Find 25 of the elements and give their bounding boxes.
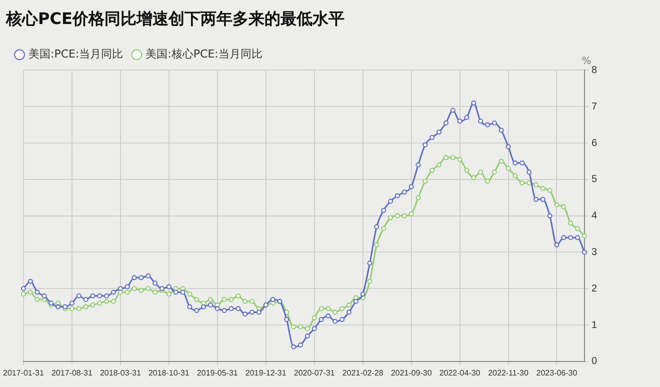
- legend-label: 美国:核心PCE:当月同比: [146, 48, 262, 61]
- y-tick-label: 3: [591, 246, 598, 258]
- x-tick-label: 2023-06-30: [536, 368, 578, 378]
- y-axis-title: %: [582, 56, 592, 67]
- chart-title: 核心PCE价格同比增速创下两年多来的最低水平: [5, 8, 344, 28]
- y-tick-label: 0: [591, 356, 598, 368]
- legend-label: 美国:PCE:当月同比: [28, 48, 124, 61]
- x-tick-label: 2019-05-31: [196, 368, 238, 378]
- y-tick-label: 2: [591, 283, 598, 294]
- x-tick-label: 2021-02-28: [342, 368, 384, 378]
- x-tick-label: 2020-07-31: [294, 368, 336, 378]
- y-tick-label: 8: [591, 64, 598, 76]
- x-tick-label: 2017-01-31: [3, 368, 44, 378]
- y-tick-label: 1: [591, 320, 598, 331]
- y-tick-label: 7: [591, 101, 598, 112]
- x-tick-label: 2022-11-30: [488, 368, 529, 378]
- x-tick-label: 2021-09-30: [390, 368, 432, 378]
- y-tick-label: 5: [591, 174, 598, 186]
- x-tick-label: 2018-03-31: [100, 368, 142, 378]
- y-tick-label: 6: [591, 138, 598, 149]
- x-tick-label: 2019-12-31: [245, 368, 287, 378]
- x-tick-label: 2018-10-31: [148, 368, 190, 378]
- x-tick-label: 2017-08-31: [51, 368, 93, 378]
- y-tick-label: 4: [591, 210, 598, 222]
- x-tick-label: 2022-04-30: [439, 368, 481, 378]
